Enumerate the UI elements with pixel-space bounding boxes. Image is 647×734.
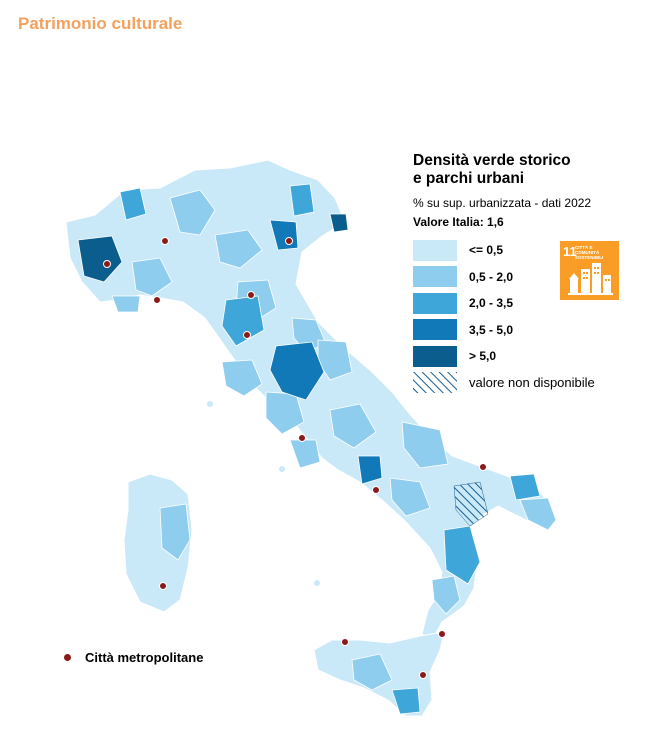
province-area [214, 229, 263, 269]
legend-class: 2,0 - 3,5 [413, 291, 633, 315]
metro-city-dot [247, 291, 255, 299]
legend-title: Densità verde storico e parchi urbani [413, 152, 633, 188]
metro-cities-label: Città metropolitane [85, 650, 204, 665]
metro-city-dot [159, 582, 167, 590]
legend-class: <= 0,5 [413, 238, 633, 262]
legend-class-not-available: valore non disponibile [413, 371, 633, 395]
metro-city-dot [103, 260, 111, 268]
legend-class-label: 3,5 - 5,0 [469, 322, 514, 337]
legend-class-label: <= 0,5 [469, 243, 504, 257]
hatch-swatch [413, 372, 457, 393]
province-area [351, 653, 393, 691]
page-title: Patrimonio culturale [18, 14, 183, 33]
metro-city-dot [372, 486, 380, 494]
legend-title-line2: e parchi urbani [413, 170, 525, 187]
legend-swatch [413, 266, 457, 287]
legend-swatch [413, 292, 457, 314]
province-not-available [453, 481, 489, 527]
metro-city-dot [438, 630, 446, 638]
metro-city-dot [419, 671, 427, 679]
province-area [329, 213, 349, 233]
legend-class: 0,5 - 2,0 [413, 265, 633, 289]
sdg-11-badge: 11 CITTÀ E COMUNITÀ SOSTENIBILI [560, 241, 619, 300]
metro-city-dot [341, 638, 349, 646]
province-area [329, 403, 377, 449]
metro-city-legend-dot [64, 654, 71, 661]
province-area [357, 455, 383, 485]
province-area [389, 477, 431, 517]
city-buildings-icon [568, 263, 613, 295]
province-area [289, 183, 315, 217]
province-area [519, 497, 557, 531]
legend-subtitle: % su sup. urbanizzata - dati 2022 [413, 196, 592, 210]
legend-swatch [413, 345, 457, 367]
province-area [169, 189, 216, 236]
metro-city-dot [479, 463, 487, 471]
metro-city-dot [243, 331, 251, 339]
province-area [401, 421, 449, 469]
province-area [221, 359, 263, 397]
legend-class-label: 0,5 - 2,0 [469, 269, 514, 284]
sdg-text: CITTÀ E COMUNITÀ SOSTENIBILI [575, 245, 604, 260]
legend-class-label: 2,0 - 3,5 [469, 296, 514, 310]
metro-cities-legend: Città metropolitane [64, 650, 203, 665]
legend-swatch [413, 319, 457, 340]
map-legend: Densità verde storico e parchi urbani % … [413, 152, 633, 397]
legend-classes: <= 0,5 0,5 - 2,0 2,0 - 3,5 3,5 - 5,0 > 5… [413, 238, 633, 395]
metro-city-dot [298, 434, 306, 442]
province-area [111, 295, 141, 313]
legend-title-line1: Densità verde storico [413, 152, 571, 169]
metro-city-dot [161, 237, 169, 245]
province-area [509, 473, 541, 501]
sdg-number: 11 [563, 244, 577, 259]
metro-city-dot [153, 296, 161, 304]
island [314, 580, 320, 586]
province-area [77, 235, 123, 283]
province-area [289, 439, 321, 469]
province-area [431, 575, 461, 615]
legend-class: > 5,0 [413, 344, 633, 368]
legend-swatch [413, 239, 457, 261]
island [207, 401, 213, 407]
province-area [269, 341, 325, 401]
province-area [391, 687, 421, 715]
metro-city-dot [285, 237, 293, 245]
province-area [159, 503, 191, 561]
legend-na-label: valore non disponibile [469, 375, 595, 390]
legend-class: 3,5 - 5,0 [413, 318, 633, 342]
national-value: Valore Italia: 1,6 [413, 215, 504, 229]
province-area [443, 525, 481, 585]
legend-class-label: > 5,0 [469, 349, 497, 363]
province-area [119, 187, 147, 221]
province-area [131, 257, 173, 297]
island [279, 466, 285, 472]
